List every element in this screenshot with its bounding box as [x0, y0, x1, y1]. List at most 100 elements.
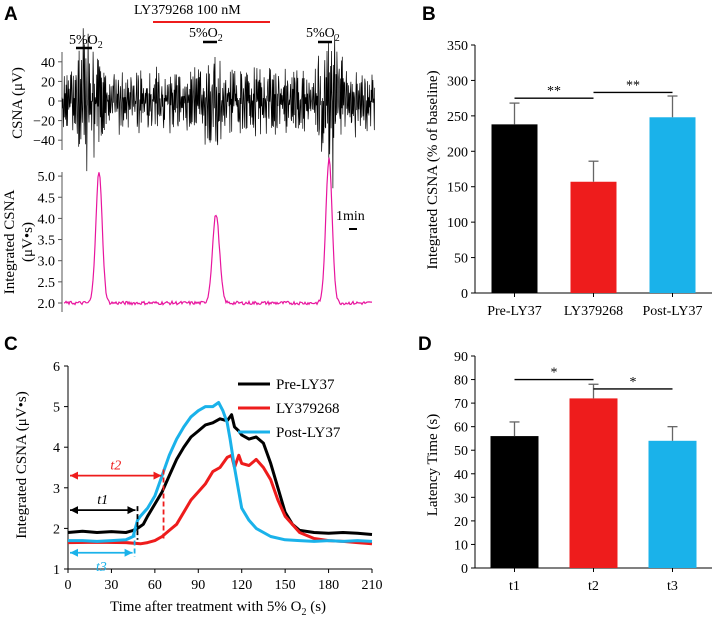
csna-raw-trace	[61, 28, 376, 189]
y-tick-label: 50	[454, 444, 468, 459]
y-tick-label: 6	[53, 360, 60, 375]
csna-tick-label: 0	[48, 95, 55, 110]
y-tick-label: 100	[447, 216, 468, 231]
panel-c: C Integrated CSNA (μV•s) Time after trea…	[4, 334, 383, 617]
x-tick-label: t3	[667, 579, 678, 594]
series-line-ly379268	[67, 453, 373, 546]
integrated-tick-label: 2.5	[38, 276, 56, 291]
y-tick-label: 200	[447, 145, 468, 160]
integrated-tick-label: 2.0	[38, 297, 56, 312]
series-line-post-ly37	[68, 401, 373, 543]
hypoxia-label-sub: 2	[335, 33, 340, 44]
significance-label: **	[626, 78, 640, 93]
bar-t1	[490, 436, 539, 568]
legend-label: Post-LY37	[276, 425, 341, 441]
panel-d: D Latency Time (s) 0 10 20 30 40 50 60 70 80 90 t1…	[418, 334, 712, 594]
hypoxia-label: 5%O	[189, 26, 218, 41]
arrow-head-right	[127, 506, 136, 515]
x-tick-label: 90	[191, 578, 205, 593]
x-tick-label: Pre-LY37	[487, 304, 542, 319]
y-tick-label: 90	[454, 350, 468, 365]
bar-post-ly37	[649, 117, 696, 293]
panel-b: B Integrated CSNA (% of baseline) 0 50 100…	[422, 4, 712, 319]
y-tick-label: 0	[461, 287, 468, 302]
hypoxia-marker-3: 5%O2	[306, 26, 340, 44]
integrated-ylabel: Integrated CSNA	[2, 190, 18, 295]
x-tick-label: 180	[318, 578, 339, 593]
y-tick-label: 40	[454, 468, 468, 483]
x-tick-label: t2	[588, 579, 599, 594]
legend-label: LY379268	[276, 401, 340, 417]
csna-tick-label: 40	[41, 56, 55, 71]
csna-ylabel: CSNA (μV)	[10, 67, 26, 139]
y-tick-label: 60	[454, 421, 468, 436]
panel-a: A LY379268 100 nM 5%O2 5%O2 5%O2 40200−2…	[2, 3, 376, 312]
y-tick-label: 70	[454, 397, 468, 412]
y-tick-label: 3	[53, 482, 60, 497]
y-tick-label: 150	[447, 181, 468, 196]
x-tick-label: 0	[65, 578, 72, 593]
y-tick-label: 300	[447, 74, 468, 89]
integrated-axis: 5.0 4.5 4.0 3.5 3.0 2.5 2.0 Integrated CSNA (μ…	[2, 170, 63, 312]
x-tick-label: 120	[231, 578, 252, 593]
integrated-csna-trace	[63, 157, 372, 307]
integrated-ylabel-unit: (μV•s)	[20, 222, 36, 262]
panel-c-xlabel: Time after treatment with 5% O2 (s)	[110, 599, 326, 617]
arrow-head-left	[70, 471, 78, 480]
y-tick-label: 0	[461, 562, 468, 577]
panel-c-label: C	[4, 334, 18, 355]
significance-label: **	[547, 84, 561, 99]
significance-label: *	[551, 366, 558, 381]
y-tick-label: 50	[454, 252, 468, 267]
hypoxia-label: 5%O	[306, 26, 335, 41]
integrated-tick-label: 3.5	[38, 234, 56, 249]
arrow-head-left	[70, 548, 78, 557]
panel-b-label: B	[422, 4, 436, 25]
panel-d-label: D	[418, 334, 432, 355]
x-tick-label: Post-LY37	[642, 304, 702, 319]
x-tick-label: 150	[275, 578, 296, 593]
hypoxia-marker-1: 5%O2	[69, 33, 103, 51]
svg-text:5%O2: 5%O2	[189, 26, 223, 44]
bar-t3	[648, 440, 697, 568]
y-tick-label: 4	[53, 441, 60, 456]
hypoxia-label-sub: 2	[218, 33, 223, 44]
integrated-tick-label: 4.5	[38, 191, 56, 206]
y-tick-label: 350	[447, 39, 468, 54]
y-tick-label: 80	[454, 374, 468, 389]
bar-t2	[569, 398, 618, 568]
legend-label: Pre-LY37	[276, 377, 335, 393]
csna-tick-label: −40	[33, 134, 55, 149]
x-tick-label: t1	[509, 579, 520, 594]
y-tick-label: 10	[454, 538, 468, 553]
y-tick-label: 250	[447, 110, 468, 125]
panel-b-ylabel: Integrated CSNA (% of baseline)	[425, 70, 441, 269]
arrow-head-right	[124, 548, 133, 557]
bar-pre-ly37	[491, 124, 538, 293]
scale-bar-label: 1min	[336, 209, 365, 224]
y-tick-label: 2	[53, 522, 60, 537]
arrow-head-right	[153, 471, 162, 480]
integrated-tick-label: 3.0	[38, 255, 56, 270]
y-tick-label: 1	[53, 563, 60, 578]
hypoxia-label-sub: 2	[98, 40, 103, 51]
x-tick-label: LY379268	[564, 304, 623, 319]
integrated-tick-label: 4.0	[38, 212, 56, 227]
x-tick-label: 210	[362, 578, 383, 593]
drug-bar-label: LY379268 100 nM	[134, 3, 241, 18]
panel-d-ylabel: Latency Time (s)	[425, 414, 441, 517]
csna-tick-label: 20	[41, 75, 55, 90]
significance-label: *	[630, 375, 637, 390]
panel-a-label: A	[4, 4, 18, 25]
y-tick-label: 20	[454, 515, 468, 530]
x-tick-label: 60	[148, 578, 162, 593]
latency-label-t3: t3	[96, 560, 107, 575]
csna-tick-label: −20	[33, 115, 55, 130]
y-tick-label: 30	[454, 491, 468, 506]
y-tick-label: 5	[53, 401, 60, 416]
svg-text:5%O2: 5%O2	[306, 26, 340, 44]
integrated-tick-label: 5.0	[38, 170, 56, 185]
x-tick-label: 30	[104, 578, 118, 593]
latency-label-t1: t1	[97, 493, 108, 508]
